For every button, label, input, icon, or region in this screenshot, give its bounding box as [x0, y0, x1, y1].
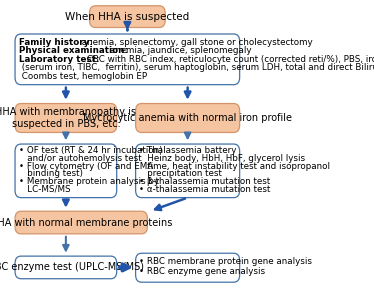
Text: Laboratory test:: Laboratory test: [19, 55, 99, 64]
Text: • RBC membrane protein gene analysis: • RBC membrane protein gene analysis [139, 257, 312, 266]
FancyBboxPatch shape [15, 256, 117, 279]
Text: • Membrane protein analysis by: • Membrane protein analysis by [19, 177, 159, 186]
Text: CBC with RBC index, reticulocyte count (corrected reti/%), PBS, iron study: CBC with RBC index, reticulocyte count (… [84, 55, 374, 64]
Text: • OF test (RT & 24 hr incubation): • OF test (RT & 24 hr incubation) [19, 146, 162, 155]
Text: RBC enzyme test (UPLC-MS/MS): RBC enzyme test (UPLC-MS/MS) [0, 262, 144, 272]
Text: • Flow cytometry (OF and EMA: • Flow cytometry (OF and EMA [19, 162, 153, 171]
FancyBboxPatch shape [15, 211, 147, 234]
Text: Family history:: Family history: [19, 38, 93, 47]
Text: LC-MS/MS: LC-MS/MS [19, 185, 70, 194]
Text: precipitation test: precipitation test [139, 169, 222, 178]
FancyBboxPatch shape [136, 144, 240, 198]
Text: HHA with membranopathy is
suspected in PBS, etc.: HHA with membranopathy is suspected in P… [0, 107, 137, 129]
Text: (serum iron, TIBC,  ferritin), serum haptoglobin, serum LDH, total and direct Bi: (serum iron, TIBC, ferritin), serum hapt… [19, 63, 374, 72]
Text: binding test): binding test) [19, 169, 83, 178]
Text: HHA with normal membrane proteins: HHA with normal membrane proteins [0, 218, 172, 228]
FancyBboxPatch shape [15, 34, 240, 85]
Text: Mycrocytic anemia with normal iron profile: Mycrocytic anemia with normal iron profi… [83, 113, 292, 123]
Text: • Thalassemia battery: • Thalassemia battery [139, 146, 236, 155]
Text: • RBC enzyme gene analysis: • RBC enzyme gene analysis [139, 267, 265, 276]
Text: Coombs test, hemoglobin EP: Coombs test, hemoglobin EP [19, 72, 147, 81]
Text: anemia, jaundice, splenomegaly: anemia, jaundice, splenomegaly [107, 46, 252, 55]
FancyBboxPatch shape [15, 144, 117, 198]
Text: When HHA is suspected: When HHA is suspected [65, 12, 190, 22]
Text: Heinz body, HbH, HbF, glycerol lysis: Heinz body, HbH, HbF, glycerol lysis [139, 154, 305, 163]
Text: • α-thalassemia mutation test: • α-thalassemia mutation test [139, 185, 270, 194]
FancyBboxPatch shape [15, 104, 117, 132]
FancyBboxPatch shape [136, 253, 240, 282]
Text: and/or autohemolysis test: and/or autohemolysis test [19, 154, 141, 163]
Text: anemia, splenectomy, gall stone or cholecystectomy: anemia, splenectomy, gall stone or chole… [79, 38, 313, 47]
Text: time, heat instability test and isopropanol: time, heat instability test and isopropa… [139, 162, 330, 171]
Text: • β-thalassemia mutation test: • β-thalassemia mutation test [139, 177, 270, 186]
Text: Physical examination:: Physical examination: [19, 46, 128, 55]
FancyBboxPatch shape [89, 6, 165, 27]
FancyBboxPatch shape [136, 104, 240, 132]
